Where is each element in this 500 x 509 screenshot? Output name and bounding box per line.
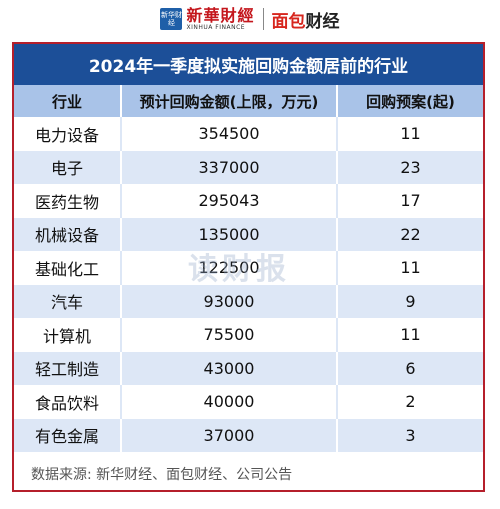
header-logos: 新华财经 新華財經 XINHUA FINANCE 面包 财经 (0, 0, 500, 38)
amount-cell: 40000 (122, 385, 338, 419)
amount-cell: 135000 (122, 217, 338, 251)
table-row: 医药生物 295043 17 (14, 184, 483, 218)
plans-cell: 3 (405, 425, 416, 445)
industry-cell: 有色金属 (14, 418, 122, 452)
table-title: 2024年一季度拟实施回购金额居前的行业 (14, 44, 483, 85)
table-frame (12, 42, 485, 492)
amount-cell: 354500 (122, 117, 338, 151)
industry-cell: 医药生物 (14, 184, 122, 218)
amount-cell: 295043 (122, 184, 338, 218)
table-row: 电子 337000 23 (14, 150, 483, 184)
table-header-row: 行业 预计回购金额(上限，万元) 回购预案(起) (14, 85, 483, 117)
table-row: 汽车 93000 9 (14, 284, 483, 318)
plans-cell: 11 (400, 124, 421, 144)
xinhua-mark-icon: 新华财经 (160, 8, 183, 30)
plans-cell: 17 (400, 191, 421, 211)
industry-cell: 食品饮料 (14, 385, 122, 419)
data-source-note: 数据来源: 新华财经、面包财经、公司公告 (31, 467, 293, 483)
industry-cell: 机械设备 (14, 217, 122, 251)
xinhua-finance-logo: 新华财经 新華財經 XINHUA FINANCE (160, 7, 254, 31)
mianbao-prefix: 面包 (271, 11, 306, 32)
plans-cell: 6 (405, 358, 416, 378)
column-header-plans: 回购预案(起) (366, 92, 455, 111)
amount-cell: 43000 (122, 351, 338, 385)
table-row: 有色金属 37000 3 (14, 418, 483, 452)
amount-cell: 75500 (122, 318, 338, 352)
amount-cell: 122500 (122, 251, 338, 285)
mianbao-finance-logo: 面包 财经 (272, 7, 340, 32)
industry-cell: 电子 (14, 150, 122, 184)
industry-cell: 计算机 (14, 318, 122, 352)
column-header-amount: 预计回购金额(上限，万元) (122, 85, 338, 117)
xinhua-en-name: XINHUA FINANCE (186, 24, 246, 31)
plans-cell: 9 (405, 291, 416, 311)
table-row: 电力设备 354500 11 (14, 117, 483, 151)
amount-cell: 337000 (122, 150, 338, 184)
plans-cell: 23 (400, 157, 421, 177)
table-row: 基础化工 122500 11 (14, 251, 483, 285)
industry-cell: 汽车 (14, 284, 122, 318)
table-body: 电力设备 354500 11 电子 337000 23 医药生物 295043 … (14, 117, 483, 452)
table-row: 轻工制造 43000 6 (14, 351, 483, 385)
column-header-industry: 行业 (14, 85, 122, 117)
mianbao-suffix: 财经 (305, 11, 340, 32)
logo-divider (262, 8, 264, 30)
plans-cell: 2 (405, 392, 416, 412)
amount-cell: 93000 (122, 284, 338, 318)
industry-cell: 电力设备 (14, 117, 122, 151)
industry-cell: 轻工制造 (14, 351, 122, 385)
table-row: 机械设备 135000 22 (14, 217, 483, 251)
plans-cell: 11 (400, 325, 421, 345)
plans-cell: 22 (400, 224, 421, 244)
table-row: 计算机 75500 11 (14, 318, 483, 352)
table-row: 食品饮料 40000 2 (14, 385, 483, 419)
industry-cell: 基础化工 (14, 251, 122, 285)
watermark: 读财报 (188, 252, 290, 287)
plans-cell: 11 (400, 258, 421, 278)
amount-cell: 37000 (122, 418, 338, 452)
xinhua-cn-name: 新華財經 (186, 6, 255, 25)
